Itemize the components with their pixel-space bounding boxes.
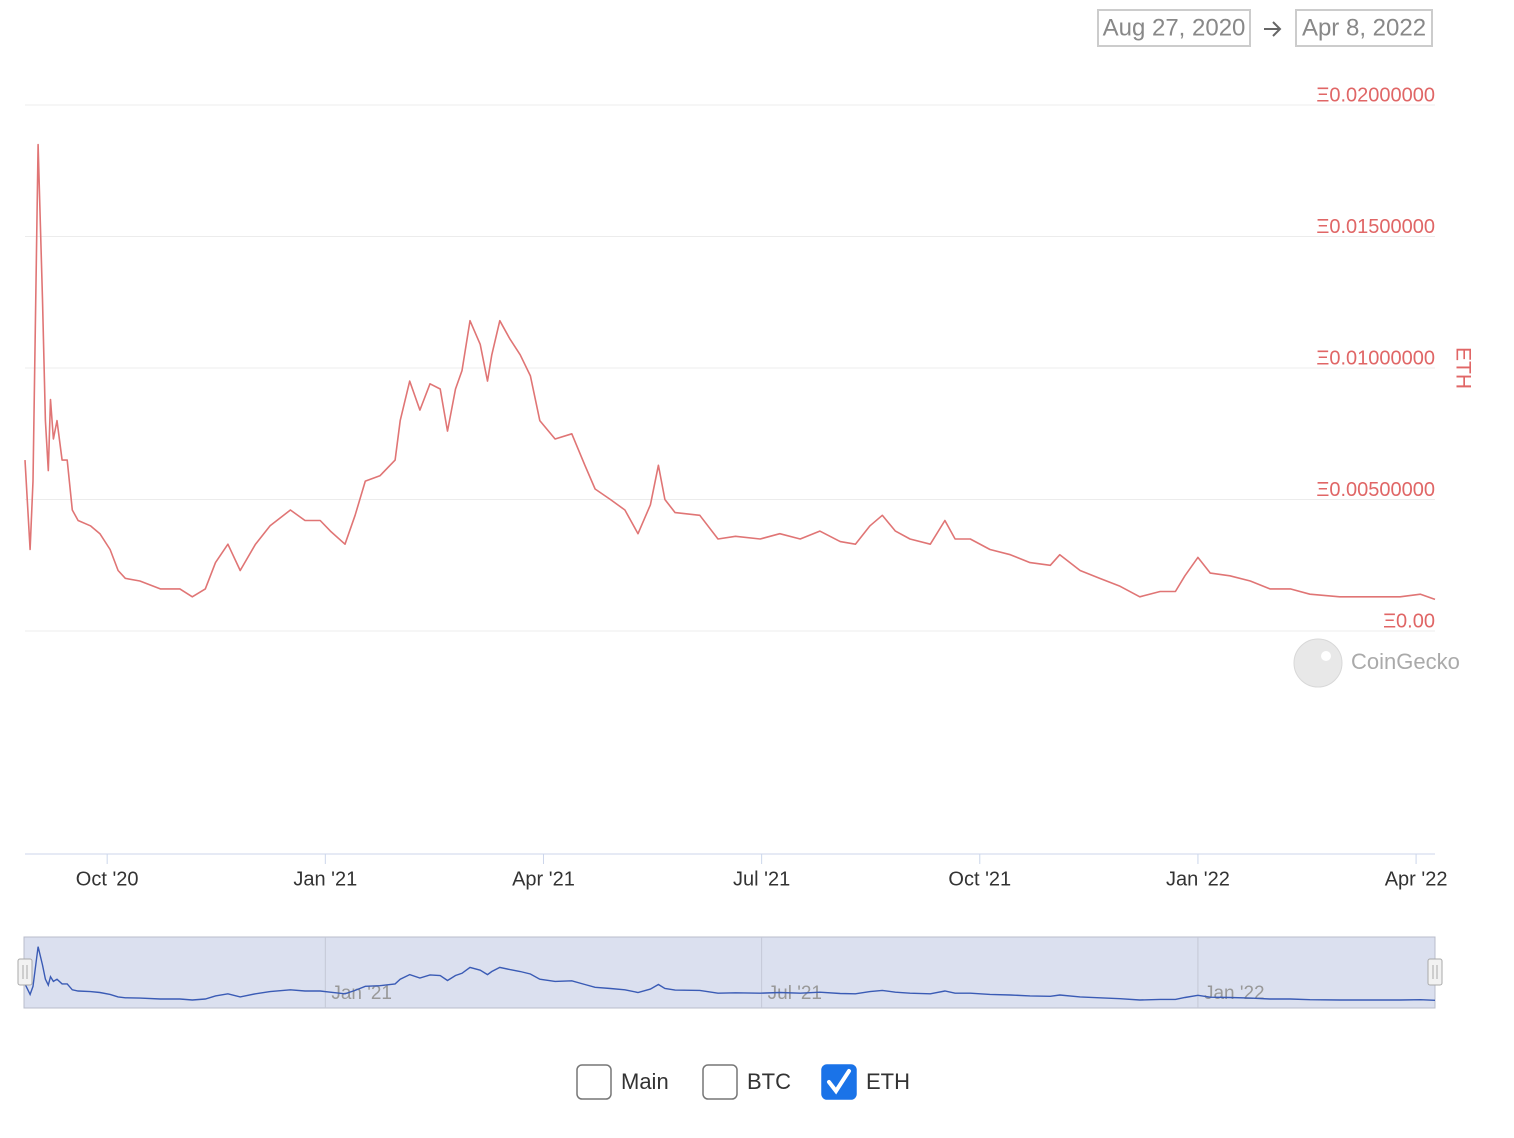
navigator-handle-grip — [1432, 965, 1438, 979]
y-tick-label: Ξ0.02000000 — [1316, 84, 1435, 106]
navigator-handle[interactable] — [17, 958, 33, 986]
watermark: CoinGecko — [1351, 649, 1460, 674]
y-axis-title: ETH — [1451, 347, 1474, 389]
navigator-tick-label: Jan '22 — [1204, 983, 1265, 1004]
navigator-line — [24, 946, 1436, 1001]
range-end-box[interactable] — [1295, 9, 1433, 47]
x-tick-label: Apr '22 — [1385, 868, 1448, 890]
y-tick-label: Ξ0.01500000 — [1316, 216, 1435, 238]
range-end: Apr 8, 2022 — [1302, 14, 1426, 41]
y-tick-label: Ξ0.01000000 — [1316, 347, 1435, 369]
y-tick-label: Ξ0.00500000 — [1316, 479, 1435, 501]
x-tick-label: Jan '21 — [293, 868, 357, 890]
y-tick-label: Ξ0.00 — [1383, 610, 1435, 632]
navigator-tick-label: Jan '21 — [331, 983, 392, 1004]
toggle-label[interactable]: BTC — [747, 1069, 791, 1094]
watermark-logo — [1293, 638, 1343, 688]
toggle-checkmark — [827, 1069, 851, 1095]
toggle-label[interactable]: Main — [621, 1069, 669, 1094]
toggle-checkbox[interactable] — [702, 1064, 738, 1100]
price-line — [24, 143, 1436, 601]
range-arrow — [1264, 21, 1282, 37]
watermark-logo-eye — [1321, 651, 1331, 661]
x-tick-label: Oct '20 — [76, 868, 139, 890]
navigator-handle-grip — [22, 965, 28, 979]
x-tick-label: Apr '21 — [512, 868, 575, 890]
x-tick-label: Jul '21 — [733, 868, 790, 890]
toggle-checkbox[interactable] — [576, 1064, 612, 1100]
toggle-label[interactable]: ETH — [866, 1069, 910, 1094]
range-start-box[interactable] — [1097, 9, 1251, 47]
x-tick-label: Jan '22 — [1166, 868, 1230, 890]
x-tick-label: Oct '21 — [948, 868, 1011, 890]
navigator-handle[interactable] — [1427, 958, 1443, 986]
range-start: Aug 27, 2020 — [1103, 14, 1246, 41]
